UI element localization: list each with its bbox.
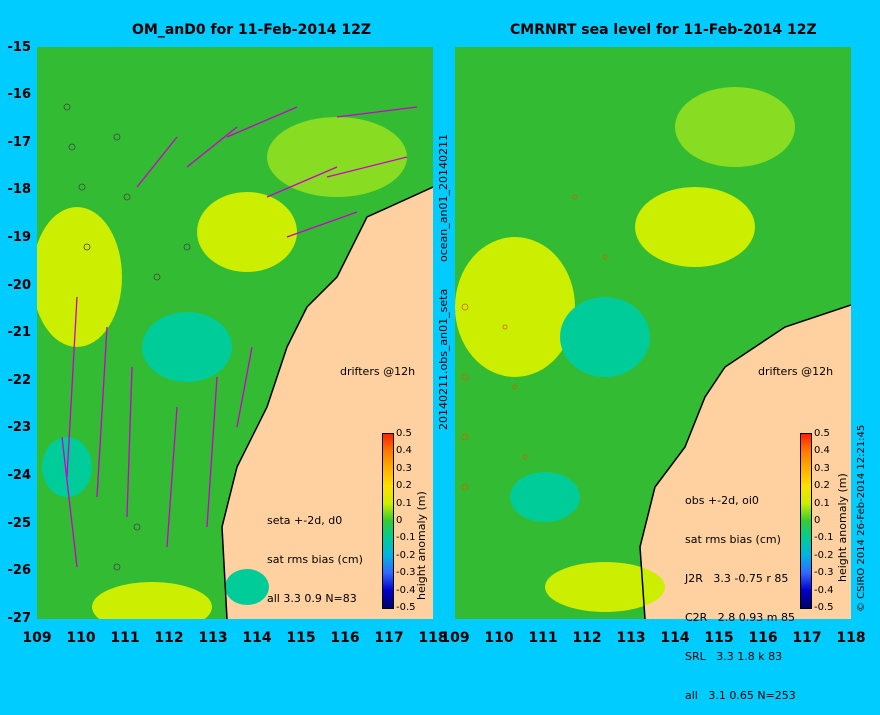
colorbar-right (800, 433, 812, 609)
anomaly-low-2 (510, 472, 580, 522)
left-stats-line: sat rms bias (cm) (267, 553, 363, 566)
left-side-label: ocean_an01_20140211 (437, 134, 450, 262)
lat-label: -15 (7, 40, 32, 55)
colorbar-tick: 0.5 (814, 428, 830, 439)
lon-label: 109 (22, 630, 52, 646)
colorbar-tick: -0.2 (396, 549, 416, 561)
lon-label: 113 (198, 630, 228, 646)
lat-label: -19 (7, 230, 32, 245)
anomaly-high-2 (635, 187, 755, 267)
lat-label: -17 (7, 135, 32, 150)
colorbar-tick: -0.4 (814, 584, 834, 596)
colorbar-tick: 0.2 (814, 480, 830, 492)
coastline (639, 304, 851, 619)
anomaly-low-3 (225, 569, 269, 605)
right-stats-line: sat rms bias (cm) (685, 533, 781, 546)
lon-label: 117 (792, 630, 822, 646)
drifter-arrows (61, 106, 418, 568)
anomaly-high-1 (455, 237, 575, 377)
right-stats-line: C2R 2.8 0.93 m 85 (685, 611, 795, 624)
lat-label: -20 (7, 278, 32, 293)
colorbar-left-label: height anomaly (m) (415, 491, 428, 600)
colorbar-tick: -0.4 (396, 584, 416, 596)
obs-markers (461, 194, 608, 491)
right-map-svg (455, 47, 851, 619)
lon-label: 113 (616, 630, 646, 646)
left-map[interactable] (37, 47, 433, 619)
anomaly-high-3 (545, 562, 665, 612)
lon-label: 118 (418, 630, 448, 646)
colorbar-tick: -0.5 (396, 602, 416, 613)
colorbar-tick: 0.3 (396, 462, 412, 474)
lon-label: 116 (748, 630, 778, 646)
colorbar-right-label: height anomaly (m) (836, 473, 849, 582)
left-stats: seta +-2d, d0 sat rms bias (cm) all 3.3 … (267, 488, 363, 618)
lat-label: -23 (7, 420, 32, 435)
colorbar-tick: -0.5 (814, 602, 834, 613)
lon-label: 111 (110, 630, 140, 646)
lat-label: -22 (7, 373, 32, 388)
right-stats-line: all 3.1 0.65 N=253 (685, 689, 796, 702)
lon-label: 114 (660, 630, 690, 646)
colorbar-tick: 0.4 (396, 445, 412, 457)
lat-label: -25 (7, 516, 32, 531)
lon-label: 112 (154, 630, 184, 646)
anomaly-green-1 (675, 87, 795, 167)
right-panel-title: CMRNRT sea level for 11-Feb-2014 12Z (510, 22, 817, 38)
left-stats-line: all 3.3 0.9 N=83 (267, 592, 357, 605)
colorbar-tick: -0.3 (814, 567, 834, 579)
right-stats-line: SRL 3.3 1.8 k 83 (685, 650, 783, 663)
lon-label: 111 (528, 630, 558, 646)
anomaly-low-1 (560, 297, 650, 377)
coastline (221, 186, 433, 619)
lon-label: 116 (330, 630, 360, 646)
colorbar-tick: -0.1 (814, 532, 834, 544)
colorbar-tick: -0.3 (396, 567, 416, 579)
colorbar-left (382, 433, 394, 609)
colorbar-tick: 0.1 (396, 497, 412, 509)
lon-label: 110 (484, 630, 514, 646)
lat-label: -18 (7, 182, 32, 197)
lon-label: 114 (242, 630, 272, 646)
drifter-markers (63, 103, 191, 571)
credit-label: © CSIRO 2014 26-Feb-2014 12:21:45 (856, 424, 867, 612)
anomaly-green-1 (267, 117, 407, 197)
lon-label: 112 (572, 630, 602, 646)
left-drifters-label: drifters @12h (340, 365, 416, 378)
left-stats-line: seta +-2d, d0 (267, 514, 343, 527)
right-side-label: 20140211.obs_an01_seta (437, 288, 450, 430)
anomaly-low-1 (142, 312, 232, 382)
right-map[interactable] (455, 47, 851, 619)
right-stats-line: obs +-2d, oi0 (685, 494, 759, 507)
lon-label: 110 (66, 630, 96, 646)
colorbar-tick: 0.1 (814, 497, 830, 509)
lat-label: -24 (7, 468, 32, 483)
lon-label: 118 (836, 630, 866, 646)
colorbar-tick: 0 (396, 515, 403, 526)
lon-label: 117 (374, 630, 404, 646)
lat-label: -27 (7, 611, 32, 626)
lat-label: -26 (7, 563, 32, 578)
left-panel-title: OM_anD0 for 11-Feb-2014 12Z (132, 22, 372, 38)
left-map-svg (37, 47, 433, 619)
anomaly-high-2 (197, 192, 297, 272)
colorbar-tick: -0.1 (396, 532, 416, 544)
colorbar-tick: 0.5 (396, 428, 412, 439)
colorbar-tick: -0.2 (814, 549, 834, 561)
lon-label: 115 (704, 630, 734, 646)
anomaly-high-1 (37, 207, 122, 347)
colorbar-tick: 0 (814, 515, 821, 526)
colorbar-tick: 0.4 (814, 445, 830, 457)
lat-label: -21 (7, 325, 32, 340)
lat-label: -16 (7, 87, 32, 102)
right-stats-line: J2R 3.3 -0.75 r 85 (685, 572, 789, 585)
colorbar-tick: 0.2 (396, 480, 412, 492)
lon-label: 109 (440, 630, 470, 646)
right-stats: obs +-2d, oi0 sat rms bias (cm) J2R 3.3 … (685, 468, 796, 715)
colorbar-tick: 0.3 (814, 462, 830, 474)
right-drifters-label: drifters @12h (758, 365, 834, 378)
anomaly-high-3 (92, 582, 212, 619)
lon-label: 115 (286, 630, 316, 646)
